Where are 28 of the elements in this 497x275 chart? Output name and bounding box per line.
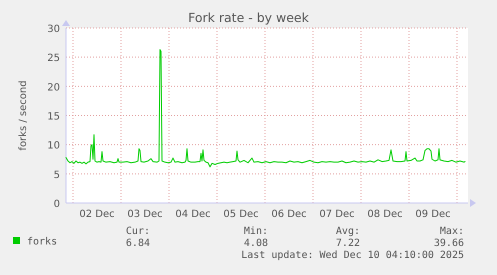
x-tick-label: 08 Dec: [367, 209, 403, 220]
x-tick-label: 06 Dec: [271, 209, 307, 220]
x-tick-label: 09 Dec: [415, 209, 451, 220]
y-tick-label: 25: [47, 53, 60, 64]
text: 39.66: [434, 238, 464, 249]
x-tick-label: 04 Dec: [175, 209, 211, 220]
legend-label: forks: [27, 236, 58, 248]
text: 4.08: [244, 238, 268, 249]
text: Avg:: [336, 226, 360, 237]
text: Max:: [440, 226, 464, 237]
chart-title: Fork rate - by week: [188, 10, 310, 25]
x-tick-label: 05 Dec: [223, 209, 259, 220]
text: Min:: [244, 226, 268, 237]
x-tick-label: 07 Dec: [319, 209, 355, 220]
y-tick-label: 30: [47, 24, 60, 35]
text: Last update: Wed Dec 10 04:10:00 2025: [241, 250, 464, 261]
text: 7.22: [336, 238, 360, 249]
text: 6.84: [126, 238, 150, 249]
y-tick-label: 20: [47, 82, 60, 94]
y-tick-label: 0: [54, 199, 60, 210]
y-tick-label: 5: [54, 170, 60, 181]
text: Cur:: [126, 226, 150, 237]
x-tick-label: 03 Dec: [127, 209, 163, 220]
y-tick-label: 15: [47, 112, 60, 122]
x-tick-label: 02 Dec: [79, 209, 115, 220]
y-tick-label: 10: [47, 140, 60, 152]
line-series: [66, 49, 466, 168]
y-axis-title: forks / second: [18, 80, 29, 151]
